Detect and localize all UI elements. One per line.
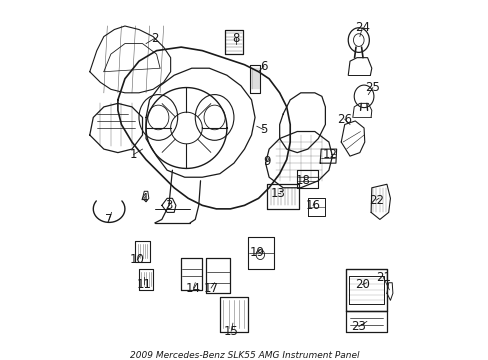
Text: 15: 15: [223, 325, 238, 338]
Text: 24: 24: [354, 21, 369, 34]
Text: 5: 5: [260, 123, 267, 136]
Text: 9: 9: [263, 155, 270, 168]
Text: 3: 3: [165, 199, 172, 212]
Text: 20: 20: [354, 278, 369, 291]
Text: 18: 18: [296, 174, 310, 186]
Text: 2: 2: [151, 32, 158, 45]
Text: 2009 Mercedes-Benz SLK55 AMG Instrument Panel: 2009 Mercedes-Benz SLK55 AMG Instrument …: [129, 351, 359, 360]
Text: 23: 23: [351, 320, 366, 333]
Text: 4: 4: [140, 192, 148, 205]
Text: 21: 21: [375, 271, 390, 284]
Text: 16: 16: [305, 199, 320, 212]
Text: 26: 26: [337, 113, 351, 126]
Text: 19: 19: [249, 246, 264, 259]
Text: 12: 12: [323, 148, 338, 161]
Text: 11: 11: [137, 278, 151, 291]
Text: 6: 6: [260, 60, 267, 73]
Text: 1: 1: [130, 148, 137, 161]
Text: 25: 25: [365, 81, 380, 94]
Text: 10: 10: [129, 253, 144, 266]
Text: 7: 7: [105, 213, 113, 226]
Text: 8: 8: [231, 32, 239, 45]
Text: 13: 13: [270, 186, 285, 199]
Text: 14: 14: [185, 282, 201, 294]
Text: 17: 17: [203, 282, 218, 294]
Text: 22: 22: [368, 194, 383, 207]
